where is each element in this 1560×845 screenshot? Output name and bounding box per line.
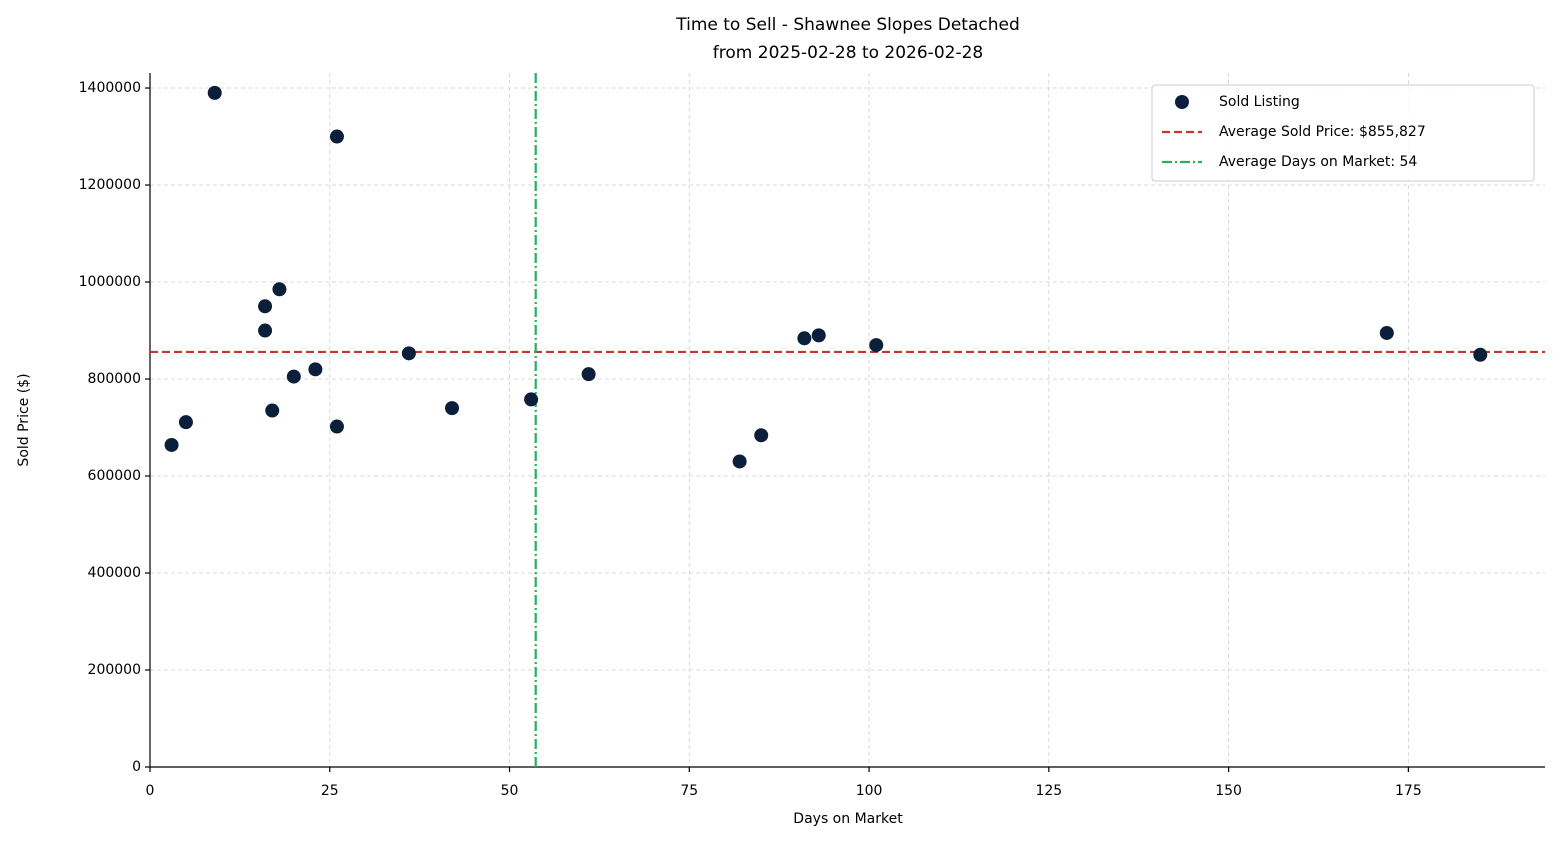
data-point [178, 415, 193, 430]
data-point [329, 419, 344, 434]
legend-label: Average Days on Market: 54 [1219, 154, 1417, 170]
y-tick-label: 1000000 [79, 274, 141, 290]
data-point [329, 129, 344, 144]
chart-title: Time to Sell - Shawnee Slopes Detached [675, 15, 1020, 35]
data-point [1473, 347, 1488, 362]
data-point [811, 328, 826, 343]
data-point [524, 392, 539, 407]
x-tick-label: 0 [146, 783, 155, 799]
data-point [1379, 325, 1394, 340]
y-tick-label: 200000 [88, 662, 141, 678]
data-point [308, 362, 323, 377]
y-tick-label: 0 [132, 759, 141, 775]
data-point [869, 338, 884, 353]
data-point [401, 346, 416, 361]
y-axis-label: Sold Price ($) [16, 373, 32, 466]
data-point [286, 369, 301, 384]
x-tick-label: 75 [680, 783, 698, 799]
legend-label: Sold Listing [1219, 94, 1300, 110]
x-tick-label: 150 [1215, 783, 1242, 799]
x-tick-label: 25 [321, 783, 339, 799]
data-point [581, 367, 596, 382]
data-point [797, 331, 812, 346]
data-point [164, 437, 179, 452]
data-point [272, 282, 287, 297]
data-point [445, 401, 460, 416]
x-tick-label: 175 [1395, 783, 1422, 799]
y-tick-label: 1400000 [79, 80, 141, 96]
data-point [258, 299, 273, 314]
data-point [265, 403, 280, 418]
data-point [207, 85, 222, 100]
chart-subtitle: from 2025-02-28 to 2026-02-28 [713, 43, 983, 63]
x-tick-label: 125 [1035, 783, 1062, 799]
data-point [732, 454, 747, 469]
legend-marker [1175, 95, 1189, 109]
data-point [258, 323, 273, 338]
y-tick-label: 800000 [88, 371, 141, 387]
y-tick-label: 600000 [88, 468, 141, 484]
legend-label: Average Sold Price: $855,827 [1219, 124, 1426, 140]
x-tick-label: 100 [856, 783, 883, 799]
legend-box [1151, 84, 1535, 182]
data-point [754, 428, 769, 443]
x-axis-label: Days on Market [793, 811, 903, 827]
x-tick-label: 50 [501, 783, 519, 799]
y-tick-label: 400000 [88, 565, 141, 581]
y-tick-label: 1200000 [79, 177, 141, 193]
